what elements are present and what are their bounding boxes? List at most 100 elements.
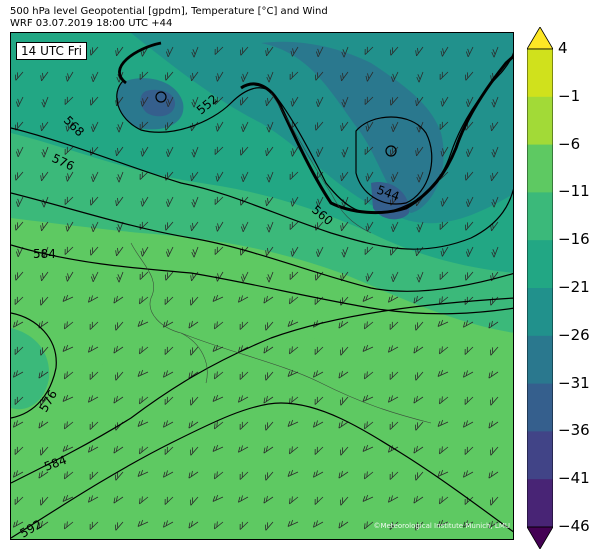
wind-barb bbox=[40, 171, 49, 182]
wind-barb bbox=[439, 346, 449, 355]
temperature-colorbar bbox=[527, 27, 553, 549]
wind-barb bbox=[289, 171, 299, 180]
wind-barb bbox=[266, 71, 274, 83]
wind-barb bbox=[39, 346, 49, 356]
wind-barb bbox=[214, 521, 224, 530]
wind-barb bbox=[491, 146, 499, 158]
wind-barb bbox=[115, 196, 124, 207]
wind-barb bbox=[139, 296, 149, 305]
wind-barb bbox=[38, 470, 49, 479]
wind-barb bbox=[265, 146, 274, 157]
wind-barb bbox=[315, 146, 324, 158]
wind-barb bbox=[314, 71, 324, 81]
wind-barb bbox=[87, 345, 99, 353]
wind-barb bbox=[263, 495, 274, 504]
wind-barb bbox=[465, 46, 474, 58]
wind-barb bbox=[137, 319, 149, 327]
wind-barb bbox=[165, 196, 174, 208]
wind-barb bbox=[265, 46, 274, 57]
wind-barb bbox=[464, 171, 474, 181]
wind-barb bbox=[65, 221, 74, 232]
wind-barb bbox=[314, 396, 324, 405]
wind-barb bbox=[214, 321, 224, 330]
wind-barb bbox=[89, 96, 99, 106]
colorbar-tick-label: −31 bbox=[558, 373, 590, 392]
wind-barb bbox=[64, 521, 74, 530]
wind-barb bbox=[189, 496, 199, 506]
wind-barb bbox=[489, 446, 499, 456]
wind-barb bbox=[364, 246, 374, 255]
wind-barb bbox=[89, 246, 99, 256]
wind-barb bbox=[341, 46, 349, 58]
wind-barb bbox=[239, 371, 249, 380]
wind-barb bbox=[38, 520, 49, 529]
colorbar-tick-label: −1 bbox=[558, 86, 581, 105]
wind-barb bbox=[41, 146, 49, 158]
wind-barb bbox=[15, 196, 24, 208]
wind-barb bbox=[64, 371, 74, 380]
wind-barb bbox=[265, 196, 274, 207]
wind-barb bbox=[289, 496, 299, 505]
wind-barb bbox=[212, 494, 224, 502]
wind-barb bbox=[214, 46, 224, 55]
wind-barb bbox=[14, 346, 24, 355]
wind-barb bbox=[214, 421, 224, 430]
wind-barb bbox=[440, 96, 449, 107]
wind-barb bbox=[439, 296, 449, 305]
wind-barb bbox=[362, 344, 374, 352]
wind-barb bbox=[264, 421, 274, 431]
wind-barb bbox=[90, 221, 99, 233]
wind-barb bbox=[440, 246, 449, 257]
wind-barb bbox=[140, 146, 149, 157]
wind-barb bbox=[239, 321, 249, 330]
wind-barb bbox=[387, 295, 399, 303]
coastline-scandinavia bbox=[270, 92, 372, 234]
wind-barb bbox=[239, 521, 249, 530]
wind-barb bbox=[89, 471, 99, 480]
wind-barb bbox=[89, 371, 99, 380]
wind-barb bbox=[439, 71, 449, 80]
wind-barb bbox=[488, 320, 499, 329]
wind-barb bbox=[390, 271, 399, 283]
wind-barb bbox=[165, 46, 174, 58]
wind-barb bbox=[12, 420, 24, 428]
wind-barb bbox=[312, 420, 324, 428]
wind-barb bbox=[266, 221, 274, 233]
wind-barb bbox=[488, 420, 499, 429]
wind-barb bbox=[413, 445, 424, 454]
wind-barb bbox=[340, 71, 349, 82]
wind-barb bbox=[413, 345, 424, 354]
wind-barb bbox=[164, 446, 174, 455]
wind-barb bbox=[14, 171, 24, 181]
colorbar-tick-label: −46 bbox=[558, 517, 590, 535]
wind-barb bbox=[139, 71, 149, 80]
wind-barb bbox=[364, 146, 374, 155]
wind-barb bbox=[39, 496, 49, 506]
wind-barb bbox=[164, 396, 174, 405]
wind-barb bbox=[12, 520, 24, 528]
wind-barb bbox=[339, 346, 349, 356]
wind-barb bbox=[387, 445, 399, 453]
wind-barb bbox=[64, 471, 74, 480]
wind-barb bbox=[264, 521, 274, 531]
wind-barb bbox=[165, 96, 174, 108]
wind-barb bbox=[314, 121, 324, 131]
wind-barb bbox=[64, 196, 74, 205]
wind-barb bbox=[190, 221, 199, 232]
wind-barb bbox=[289, 346, 299, 355]
wind-barb bbox=[139, 121, 149, 130]
wind-barb bbox=[339, 396, 349, 406]
colorbar-tick-label: −36 bbox=[558, 421, 590, 440]
wind-barb bbox=[139, 271, 149, 280]
colorbar-tick-label: −11 bbox=[558, 182, 590, 201]
wind-barb bbox=[237, 445, 249, 453]
wind-barb bbox=[490, 121, 499, 132]
wind-barb bbox=[389, 371, 399, 380]
wind-barb bbox=[465, 246, 474, 258]
wind-barb bbox=[40, 71, 49, 82]
wind-barb bbox=[64, 246, 74, 255]
wind-barb bbox=[364, 46, 374, 55]
wind-barb bbox=[65, 171, 74, 182]
weather-map: 568 552 576 560 544 584 576 584 592 bbox=[10, 32, 514, 540]
wind-barb bbox=[341, 96, 349, 108]
